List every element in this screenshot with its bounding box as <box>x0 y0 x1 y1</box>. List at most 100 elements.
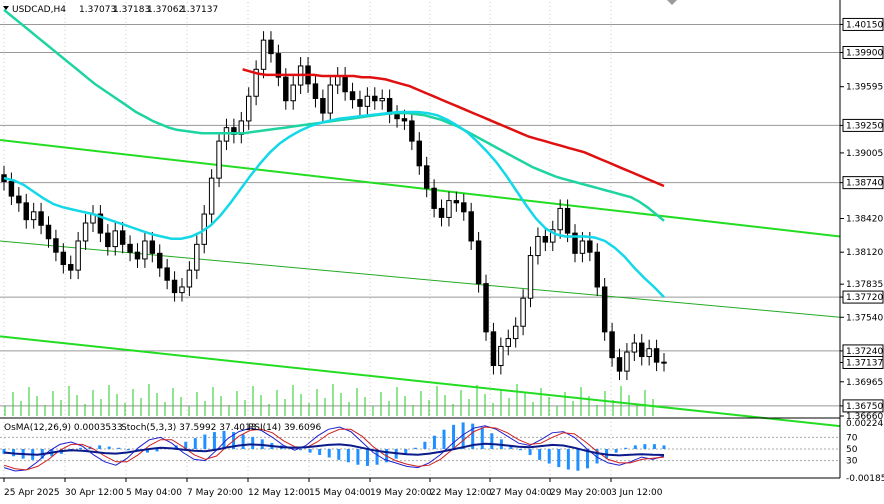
time-axis: 25 Apr 2025 30 Apr 12:00 5 May 04:00 7 May … <box>3 478 663 498</box>
candle-body <box>194 243 200 271</box>
candle-body <box>275 53 282 78</box>
candle-body <box>490 331 497 367</box>
time-tick-label: 22 May 12:00 <box>430 488 492 498</box>
indicator-panel: 70 50 30 0.002241 -0.001854 <box>0 419 884 484</box>
candle-body <box>349 91 356 101</box>
candle-body <box>505 338 511 347</box>
candle-body <box>53 238 59 253</box>
candle-body <box>60 251 67 266</box>
osma-tick-label-top: 0.002241 <box>846 419 884 429</box>
candle-body <box>416 140 423 167</box>
time-tick-label: 25 Apr 2025 <box>4 488 60 498</box>
price-series <box>1 31 667 381</box>
candle-body <box>616 357 623 372</box>
candle-body <box>216 140 222 179</box>
time-tick-label: 15 May 04:00 <box>309 488 371 498</box>
candle-body <box>260 39 267 70</box>
candle-body <box>142 240 148 260</box>
candle-body <box>105 232 111 248</box>
price-label-box <box>842 399 884 413</box>
candle-body <box>357 99 363 107</box>
candle-body <box>587 240 593 253</box>
ohlc-high: 1.37183 <box>113 5 150 15</box>
candle-body <box>579 240 586 254</box>
candle-body <box>601 286 608 333</box>
candle-body <box>268 39 274 55</box>
indicator-label-rsi: RSI(14) 39.6096 <box>248 423 321 433</box>
candle-body <box>186 269 193 288</box>
candle-body <box>498 345 504 367</box>
moving-average-line <box>3 110 665 298</box>
candle-body <box>550 229 556 243</box>
candle-body <box>639 342 645 358</box>
candle-body <box>30 211 37 221</box>
price-tick-label: 1.36660 <box>846 412 883 422</box>
volume-bars <box>4 384 654 416</box>
price-tick-label: 1.39900 <box>846 48 883 58</box>
candle-body <box>475 240 482 285</box>
price-tick-label: 1.38120 <box>846 248 883 258</box>
price-label-box <box>842 355 884 369</box>
time-tick-label: 5 May 04:00 <box>126 488 182 498</box>
candle-body <box>379 97 385 102</box>
time-tick-label: 12 May 12:00 <box>248 488 310 498</box>
symbol-dropdown-icon[interactable] <box>3 6 9 10</box>
candle-body <box>97 213 104 234</box>
ohlc-low: 1.37062 <box>147 5 184 15</box>
price-tick-label: 1.37240 <box>846 347 883 357</box>
candle-body <box>653 348 660 363</box>
candle-body <box>572 232 578 254</box>
candle-body <box>283 76 289 102</box>
candle-body <box>134 251 141 260</box>
osc-level-label: 30 <box>846 457 858 467</box>
candle-body <box>245 95 252 122</box>
price-tick-label: 1.36965 <box>846 378 883 388</box>
candle-body <box>438 207 445 218</box>
osc-level-label: 50 <box>846 445 858 455</box>
price-tick-label: 1.37137 <box>846 358 883 368</box>
moving-averages <box>3 8 665 298</box>
time-tick-label: 3 Jun 12:00 <box>611 488 663 498</box>
candle-body <box>38 211 44 226</box>
price-label-box <box>842 17 884 31</box>
candle-body <box>253 68 259 97</box>
candle-body <box>631 342 638 353</box>
time-tick-label: 19 May 20:00 <box>370 488 432 498</box>
candle-body <box>423 165 430 189</box>
scroll-marker-icon[interactable] <box>667 0 677 5</box>
osc-level-label: 70 <box>846 433 858 443</box>
candle-body <box>171 279 178 294</box>
candle-body <box>431 187 437 209</box>
candle-body <box>372 95 378 102</box>
price-label-box <box>842 290 884 304</box>
candle-body <box>364 95 371 107</box>
candle-body <box>8 181 15 197</box>
candle-body <box>564 207 571 234</box>
horizontal-levels <box>0 23 840 407</box>
svg-text:1.37073 1.37183 1.: 1.37073 1.37183 1.37062 1.37137 <box>79 5 218 15</box>
price-label-box <box>842 118 884 132</box>
price-tick-label: 1.36750 <box>846 402 883 412</box>
candle-body <box>394 113 400 120</box>
chart-symbol: USDCAD,H4 <box>12 5 66 15</box>
indicator-label-stoch: Stoch(5,3,3) 37.5992 37.4013 <box>121 423 256 433</box>
candle-body <box>68 264 74 271</box>
price-tick-label: 1.39595 <box>846 83 883 93</box>
candle-body <box>512 325 519 340</box>
candle-body <box>75 240 81 271</box>
price-tick-label: 1.39250 <box>846 121 883 131</box>
rsi-line <box>3 442 665 457</box>
price-tick-label: 1.39005 <box>846 149 883 159</box>
candle-body <box>624 351 630 372</box>
candle-body <box>594 251 600 288</box>
time-tick-label: 30 Apr 12:00 <box>65 488 124 498</box>
time-tick-label: 27 May 04:00 <box>490 488 552 498</box>
candle-body <box>327 84 334 114</box>
candle-body <box>661 361 667 364</box>
candle-body <box>119 230 126 245</box>
stoch-signal-line <box>3 426 665 471</box>
price-label-box <box>842 176 884 190</box>
candle-body <box>23 202 29 221</box>
